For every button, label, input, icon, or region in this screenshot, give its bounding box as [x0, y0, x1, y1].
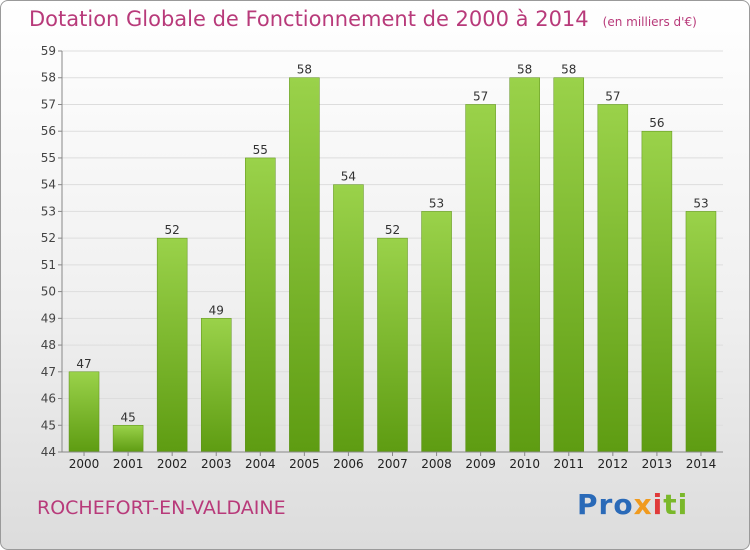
- x-tick-label: 2004: [245, 457, 276, 471]
- bar: [68, 371, 100, 453]
- logo-part-4: ti: [663, 488, 689, 521]
- y-tick-label: 49: [41, 311, 56, 325]
- value-label: 58: [297, 63, 312, 77]
- x-tick-label: 2008: [421, 457, 452, 471]
- y-tick-label: 57: [41, 97, 56, 111]
- bar: [289, 77, 320, 453]
- y-tick-label: 59: [41, 44, 56, 58]
- value-label: 49: [209, 303, 224, 317]
- x-tick-label: 2007: [377, 457, 408, 471]
- logo-part-2: x: [633, 488, 653, 521]
- x-tick-label: 2014: [686, 457, 717, 471]
- x-tick-label: 2010: [509, 457, 540, 471]
- value-label: 58: [561, 63, 576, 77]
- bars: 47 45 52 49 55 58 54 52 53 57 58 58 57 56 53: [68, 63, 717, 453]
- value-label: 54: [341, 170, 356, 184]
- bar: [200, 318, 232, 453]
- x-tick-label: 2003: [201, 457, 232, 471]
- value-label: 56: [649, 116, 664, 130]
- y-tick-label: 47: [41, 365, 56, 379]
- value-label: 53: [693, 196, 708, 210]
- y-tick-label: 54: [41, 178, 56, 192]
- y-tick-label: 46: [41, 392, 56, 406]
- bar: [333, 184, 364, 453]
- y-tick-label: 58: [41, 71, 56, 85]
- value-label: 53: [429, 196, 444, 210]
- bar: [377, 237, 408, 453]
- bar: [597, 104, 629, 453]
- y-tick-label: 48: [41, 338, 56, 352]
- value-label: 57: [605, 89, 620, 103]
- x-tick-label: 2009: [465, 457, 496, 471]
- commune-name: ROCHEFORT-EN-VALDAINE: [37, 497, 286, 519]
- y-tick-label: 51: [41, 258, 56, 272]
- x-tick-label: 2012: [598, 457, 629, 471]
- x-tick-label: 2011: [553, 457, 584, 471]
- unit-label: (en milliers d'€): [602, 15, 697, 29]
- y-tick-label: 55: [41, 151, 56, 165]
- y-tick-label: 44: [41, 445, 56, 459]
- x-tick-label: 2001: [113, 457, 144, 471]
- value-label: 52: [385, 223, 400, 237]
- bar: [465, 104, 496, 453]
- x-axis: 2000 2001 2002 2003 2004 2005 2006 2007 2008 2009…: [62, 451, 723, 471]
- x-tick-label: 2006: [333, 457, 364, 471]
- y-tick-label: 50: [41, 285, 56, 299]
- y-tick-label: 45: [41, 418, 56, 432]
- chart-title: Dotation Globale de Fonctionnement de 20…: [29, 7, 697, 31]
- logo-part-3: i: [652, 488, 664, 521]
- bar: [245, 157, 276, 453]
- bar: [112, 425, 144, 453]
- x-tick-label: 2005: [289, 457, 320, 471]
- value-label: 58: [517, 63, 532, 77]
- value-label: 52: [165, 223, 180, 237]
- x-tick-label: 2013: [642, 457, 673, 471]
- logo-part-1: Pro: [577, 488, 634, 521]
- y-tick-label: 53: [41, 204, 56, 218]
- x-tick-label: 2002: [157, 457, 188, 471]
- y-tick-label: 52: [41, 231, 56, 245]
- value-label: 55: [253, 143, 268, 157]
- title-text: Dotation Globale de Fonctionnement de 20…: [29, 7, 589, 31]
- y-axis: 44 45 46 47 48 49 50 51 52 53 54 55 56 57 58 59: [41, 44, 63, 459]
- bar: [156, 237, 188, 453]
- bar: [685, 211, 717, 453]
- x-tick-label: 2000: [69, 457, 100, 471]
- proxiti-logo[interactable]: Proxiti: [577, 488, 688, 521]
- bar: [421, 211, 452, 453]
- bar: [509, 77, 540, 453]
- value-label: 47: [76, 357, 91, 371]
- bar: [553, 77, 585, 453]
- value-label: 45: [120, 410, 135, 424]
- value-label: 57: [473, 89, 488, 103]
- y-tick-label: 56: [41, 124, 56, 138]
- bar: [641, 130, 673, 453]
